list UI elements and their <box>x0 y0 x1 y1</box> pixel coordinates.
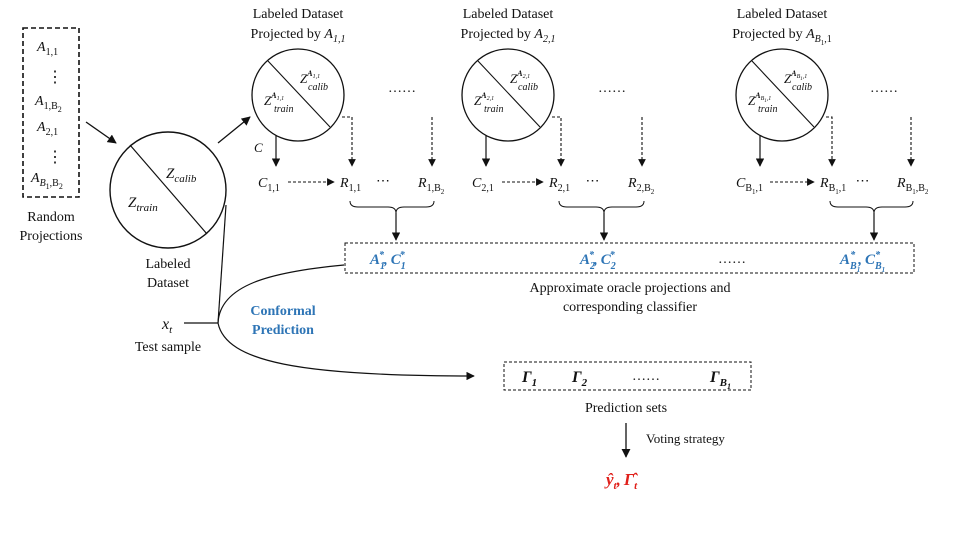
projection-more-dots: …… <box>598 81 626 96</box>
score-first: RB1,1 <box>819 176 846 196</box>
prediction-sets-box <box>503 361 752 391</box>
projected-title-line1: Labeled Dataset <box>737 7 828 22</box>
projected-title-line1: Labeled Dataset <box>253 7 344 22</box>
score-last: RB1,B2 <box>896 176 929 196</box>
dataset-z-train: Ztrain <box>128 195 158 214</box>
dataset-label-line2: Dataset <box>147 276 189 291</box>
projected-title-line1: Labeled Dataset <box>463 7 554 22</box>
projected-z-train: ZA1,1 train <box>264 91 293 115</box>
score-first: R1,1 <box>339 176 361 194</box>
projected-z-train: ZA2,1 train <box>474 91 503 115</box>
vertical-ellipsis: ⋮ <box>47 69 63 86</box>
vertical-ellipsis: ⋮ <box>47 149 63 166</box>
oracle-caption-line1: Approximate oracle projections and <box>530 281 731 296</box>
projection-more-dots: …… <box>870 81 898 96</box>
classifier-symbol: C1,1 <box>258 176 280 194</box>
projection-more-dots: …… <box>388 81 416 96</box>
prediction-sets-label: Prediction sets <box>585 401 667 416</box>
arrow-random-to-dataset <box>85 121 117 144</box>
dataset-to-test-line <box>217 204 227 324</box>
random-label-line2: Projections <box>20 229 83 244</box>
arrow-calib-to-score <box>552 116 565 167</box>
projection-a11: A1,1 <box>36 40 58 58</box>
projected-title-line2: Projected by A2,1 <box>461 27 556 45</box>
projected-title-line2: Projected by A1,1 <box>251 27 346 45</box>
dataset-split-line <box>129 144 208 235</box>
conformal-curve-lower <box>217 322 475 381</box>
arrow-dataset-to-projected <box>217 116 251 144</box>
conformal-label-line1: Conformal <box>250 304 315 319</box>
projected-dataset-2: Labeled Dataset Projected by A2,1 ZA2,1 cal… <box>461 7 655 241</box>
score-brace <box>829 200 914 214</box>
score-brace <box>349 200 435 214</box>
test-sample-label: Test sample <box>135 340 201 355</box>
conformal-curve-upper <box>217 264 345 324</box>
projected-z-train: ZAB1,1 train <box>748 91 777 115</box>
projected-circle <box>735 48 829 142</box>
projected-title-line2: Projected by AB1,1 <box>732 27 832 47</box>
random-projections-list: A1,1 ⋮ A1,B2 A2,1 ⋮ AB1,B2 <box>30 40 63 191</box>
projection-ab1b2: AB1,B2 <box>30 171 63 191</box>
score-last: R1,B2 <box>417 176 445 196</box>
oracle-pair-2: A2*, C2* <box>579 250 616 272</box>
random-projections-box <box>22 27 80 198</box>
final-output: ŷt, Γ̂t <box>604 470 638 492</box>
projection-a21: A2,1 <box>36 120 58 138</box>
projected-split-line <box>267 60 331 128</box>
projected-z-calib: ZA1,1 calib <box>300 69 328 93</box>
classifier-symbol: CB1,1 <box>736 176 763 196</box>
prediction-set-b1: ΓB1 <box>709 369 731 391</box>
prediction-set-1: Γ1 <box>521 369 537 389</box>
score-last: R2,B2 <box>627 176 655 196</box>
test-sample-var: xt <box>161 316 173 336</box>
labeled-dataset-circle <box>109 131 227 249</box>
conformal-label-line2: Prediction <box>252 323 314 338</box>
projected-z-calib: ZA2,1 calib <box>510 69 538 93</box>
score-first: R2,1 <box>548 176 570 194</box>
dataset-z-calib: Zcalib <box>166 166 197 185</box>
dataset-label-line1: Labeled <box>145 257 190 272</box>
projected-dataset-1: Labeled Dataset Projected by A1,1 ZA1,1 cal… <box>251 7 445 241</box>
projected-circle <box>461 48 555 142</box>
score-dots: ⋯ <box>376 174 390 189</box>
projected-dataset-3: Labeled Dataset Projected by AB1,1 ZAB1,1 c… <box>732 7 929 241</box>
prediction-set-dots: …… <box>632 369 660 384</box>
projected-circle <box>251 48 345 142</box>
arrow-calib-to-score <box>826 116 836 167</box>
oracle-projections-box <box>344 242 915 274</box>
prediction-set-2: Γ2 <box>571 369 588 389</box>
classifier-label: C <box>254 140 263 155</box>
score-dots: ⋯ <box>586 174 600 189</box>
oracle-caption-line2: corresponding classifier <box>563 300 697 315</box>
oracle-dots: …… <box>718 252 746 267</box>
projected-split-line <box>477 60 541 128</box>
arrow-calib-to-score <box>342 116 356 167</box>
score-dots: ⋯ <box>856 174 870 189</box>
random-label-line1: Random <box>27 210 75 225</box>
projection-a1b2: A1,B2 <box>34 94 62 114</box>
oracle-pair-b1: AB1*, CB1* <box>839 250 885 274</box>
projected-z-calib: ZAB1,1 calib <box>784 69 812 93</box>
projected-split-line <box>751 60 815 128</box>
oracle-pair-1: A1*, C1* <box>369 250 406 272</box>
score-brace <box>558 200 645 214</box>
voting-label: Voting strategy <box>646 431 725 446</box>
classifier-symbol: C2,1 <box>472 176 494 194</box>
